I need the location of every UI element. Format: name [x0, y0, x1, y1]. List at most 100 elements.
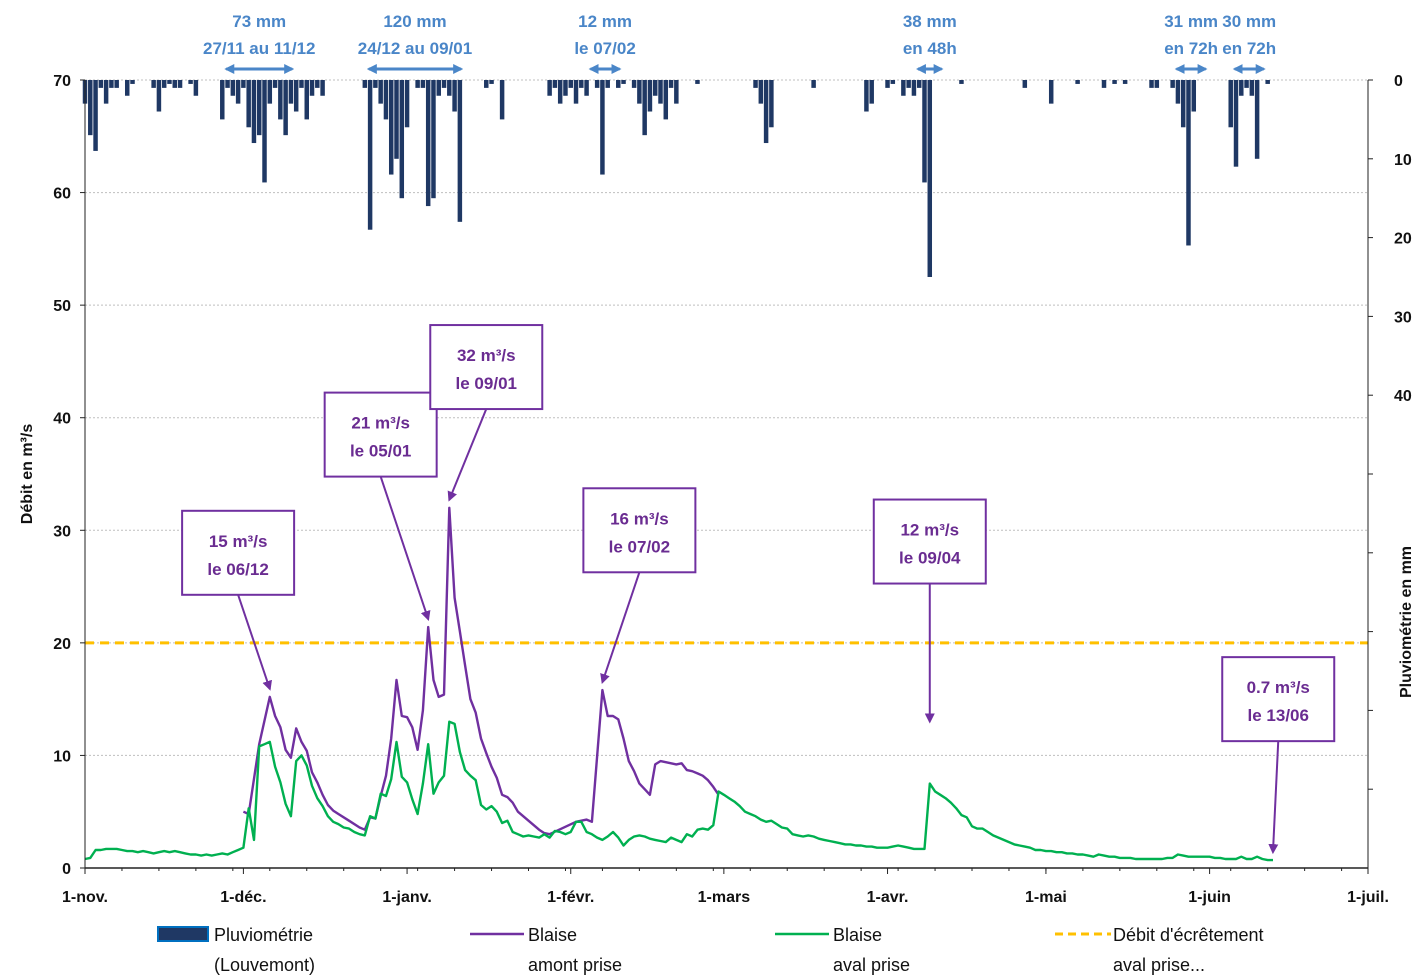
legend-label: Blaise [528, 925, 577, 945]
rain-bar [109, 80, 114, 88]
rain-annotation-period: en 48h [903, 39, 957, 58]
rain-bar [668, 80, 674, 88]
rain-bar [246, 80, 251, 128]
rain-bar [647, 80, 653, 112]
rain-annotation-amount: 30 mm [1222, 12, 1276, 31]
rain-bar [769, 80, 774, 128]
rainfall-bars [82, 80, 1270, 277]
peak-annotation-arrow [379, 476, 431, 621]
peak-annotation-date: le 05/01 [350, 442, 411, 461]
rain-annotation: 73 mm 27/11 au 11/12 [203, 12, 316, 74]
peak-annotation-box [181, 509, 296, 596]
rain-annotation: 38 mm en 48h [903, 12, 957, 74]
rain-bar [621, 80, 626, 84]
rain-bar [631, 80, 637, 88]
rain-annotation-period: en 72h [1222, 39, 1276, 58]
rain-bar [1149, 80, 1154, 88]
legend: Pluviométrie (Louvemont) Blaise amont prise… [157, 925, 1264, 975]
series-lines [84, 506, 1273, 862]
rain-bar [1048, 80, 1054, 104]
rain-annotation-amount: 38 mm [903, 12, 957, 31]
peak-annotation-date: le 09/01 [456, 374, 517, 393]
legend-label-line2: aval prise [833, 955, 910, 975]
rain-bar [616, 80, 621, 88]
rain-bar [256, 80, 262, 136]
peak-annotation-value: 12 m³/s [900, 521, 959, 540]
rain-bar [288, 80, 294, 104]
rain-bar [959, 80, 964, 84]
rain-bar [573, 80, 579, 104]
rain-bar [1233, 80, 1239, 167]
axes: 0 10 20 30 40 50 60 70 0 10 20 30 40 1-nov. 1-déc. 1-ja… [19, 73, 1415, 906]
y-left-tick-label: 20 [53, 636, 71, 653]
rain-bar [457, 80, 463, 222]
rain-bar [367, 80, 373, 230]
x-tick-label: 1-nov. [62, 889, 108, 906]
rain-bar [563, 80, 568, 96]
rain-annotation: 31 mm en 72h [1164, 12, 1218, 74]
rain-bar [594, 80, 600, 88]
rain-bar [1170, 80, 1175, 88]
y-right-tick-label: 10 [1394, 152, 1412, 169]
rain-bar [547, 80, 552, 96]
peak-annotation-value: 15 m³/s [209, 532, 268, 551]
rain-annotation-period: en 72h [1164, 39, 1218, 58]
rain-bar [885, 80, 890, 88]
peak-annotations: 15 m³/s le 06/12 21 m³/s le 05/01 32 m³/s le … [181, 324, 1336, 855]
legend-label: Débit d'écrêtement [1113, 925, 1264, 945]
y-left-tick-label: 40 [53, 411, 71, 428]
rain-bar [436, 80, 441, 96]
rain-bar [758, 80, 764, 104]
rain-bar [309, 80, 315, 96]
peak-annotation: 21 m³/s le 05/01 [323, 391, 438, 621]
rain-bar [283, 80, 288, 136]
y-right-axis-title: Pluviométrie en mm [1398, 546, 1415, 698]
rain-bar [98, 80, 104, 88]
rain-bar [916, 80, 922, 88]
x-tick-label: 1-févr. [547, 889, 594, 906]
rain-bar [864, 80, 869, 112]
rain-bar [1022, 80, 1028, 88]
rain-bar [922, 80, 927, 183]
rain-annotation: 12 mm le 07/02 [574, 12, 636, 74]
legend-item-aval: Blaise aval prise [775, 925, 910, 975]
y-left-tick-label: 0 [62, 861, 71, 878]
rain-bar [1244, 80, 1249, 88]
rain-annotation: 30 mm en 72h [1222, 12, 1276, 74]
rain-annotation-amount: 73 mm [232, 12, 286, 31]
rain-bar [193, 80, 199, 96]
rain-bar [161, 80, 167, 88]
rain-bar [584, 80, 589, 96]
rain-bar [552, 80, 558, 88]
y-right-tick-label: 40 [1394, 388, 1412, 405]
rain-bar [927, 80, 933, 277]
peak-annotation-date: le 09/04 [899, 549, 961, 568]
peak-annotation-box [323, 391, 438, 478]
peak-annotation-box [872, 498, 987, 585]
rain-bar [1249, 80, 1255, 96]
rain-bar [130, 80, 135, 84]
legend-label: Blaise [833, 925, 882, 945]
rain-annotation-period: le 07/02 [574, 39, 635, 58]
peak-annotation: 15 m³/s le 06/12 [181, 509, 296, 691]
rain-bar [600, 80, 605, 175]
gridlines [85, 79, 1368, 756]
rain-bar [637, 80, 642, 104]
rain-bar [299, 80, 304, 88]
rain-bar [1191, 80, 1197, 112]
rain-bar [869, 80, 874, 104]
rain-annotation-period: 27/11 au 11/12 [203, 39, 316, 58]
legend-label-line2: amont prise [528, 955, 622, 975]
legend-label-line2: aval prise... [1113, 955, 1205, 975]
rain-bar [420, 80, 426, 88]
rain-annotation-amount: 12 mm [578, 12, 632, 31]
rain-bar [652, 80, 658, 96]
rain-bar [1265, 80, 1270, 84]
rain-bar [362, 80, 368, 88]
series-line-amont [242, 506, 720, 836]
rain-bar [1239, 80, 1244, 96]
rain-bar [1075, 80, 1080, 84]
rain-bar [278, 80, 283, 120]
rain-bar [447, 80, 452, 96]
peak-annotation-arrow [600, 571, 641, 685]
